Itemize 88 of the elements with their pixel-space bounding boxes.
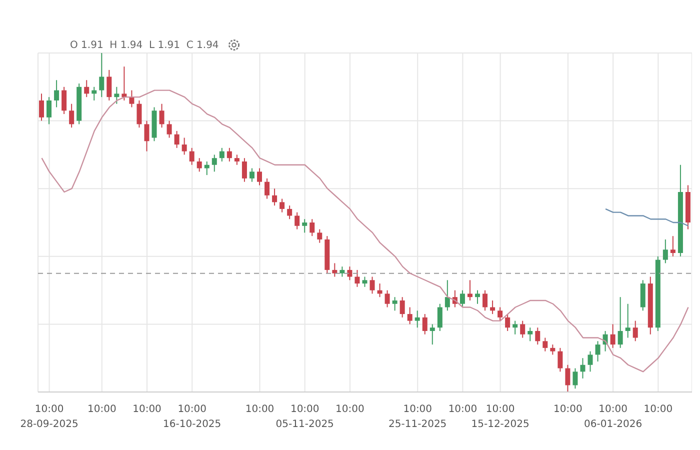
candlestick — [520, 320, 526, 338]
x-tick-label: 10:00 — [448, 404, 478, 415]
candlestick — [407, 306, 412, 325]
candlestick — [39, 93, 44, 122]
candlestick — [264, 178, 270, 200]
candlestick — [219, 147, 224, 162]
x-tick-label: 10:00 — [87, 404, 116, 415]
candlestick — [84, 80, 90, 98]
candlestick — [272, 188, 278, 206]
candlestick — [69, 103, 74, 128]
candlestick — [234, 154, 240, 166]
candlestick — [528, 327, 533, 342]
candlestick — [467, 280, 472, 301]
candlestick — [632, 320, 638, 342]
candlestick — [640, 280, 646, 312]
candlestick — [347, 266, 352, 281]
candlestick — [625, 303, 630, 338]
candlestick — [512, 320, 518, 335]
x-tick-label: 10:00 — [336, 404, 364, 415]
x-tick-label: 10:00 — [132, 404, 162, 415]
candlestick — [226, 147, 232, 162]
candlestick — [444, 280, 450, 312]
candlestick — [572, 368, 578, 390]
x-tick-label: 10:00 — [554, 404, 582, 415]
candlestick — [482, 290, 488, 312]
candlestick — [610, 324, 616, 348]
candlestick — [588, 350, 593, 372]
candlestick — [166, 120, 172, 138]
x-tick-label: 10:00 06-01-2026 — [584, 404, 642, 430]
candlestick — [498, 306, 503, 322]
candlestick — [430, 324, 435, 346]
x-tick-label: 10:00 28-09-2025 — [20, 404, 78, 430]
candlestick — [144, 120, 150, 152]
candlestick — [294, 212, 300, 230]
candlestick — [558, 347, 563, 372]
x-tick-label: 10:00 05-11-2025 — [276, 404, 334, 430]
candlestick — [670, 236, 676, 257]
x-tick-label: 10:00 — [644, 404, 673, 415]
candlestick — [505, 314, 510, 332]
text: O 1.91 H 1.94 L 1.91 C 1.94 — [70, 40, 219, 50]
candlestick — [136, 100, 142, 128]
candlestick — [114, 86, 120, 104]
x-tick-label: 10:00 25-11-2025 — [388, 404, 447, 430]
candlestick — [249, 168, 254, 182]
candlestick — [122, 66, 127, 101]
candlestick — [400, 296, 405, 318]
candlestick — [340, 266, 345, 278]
candlestick — [332, 262, 338, 278]
candlestick — [189, 147, 194, 166]
candlestick — [182, 137, 187, 156]
candlestick — [204, 160, 210, 176]
candlestick — [212, 154, 217, 172]
candlestick — [662, 238, 668, 264]
candlestick — [159, 103, 164, 128]
candlestick — [475, 290, 480, 304]
candlestick — [542, 337, 548, 352]
candlestick — [422, 314, 428, 335]
candlestick — [196, 158, 202, 172]
x-tick-label: 10:00 — [245, 404, 274, 415]
candlestick — [310, 218, 315, 237]
candlestick — [550, 344, 556, 356]
candlestick — [257, 168, 262, 186]
candlestick — [106, 69, 112, 101]
candlestick — [414, 310, 420, 328]
candlestick — [580, 358, 586, 379]
candlestick — [354, 269, 360, 288]
candlestick — [242, 158, 247, 182]
candlestick — [437, 303, 442, 332]
candlestick — [280, 198, 285, 213]
x-tick-label: 10:00 16-10-2025 — [163, 404, 222, 430]
candlestick — [362, 276, 368, 288]
candlestick — [460, 290, 465, 308]
candlestick — [370, 276, 375, 294]
candlestick — [595, 340, 600, 362]
candlestick — [618, 296, 623, 348]
candlestick — [287, 205, 292, 220]
candlestick — [565, 364, 570, 392]
candlestick — [54, 80, 60, 108]
candlestick — [46, 96, 52, 125]
candlestick — [129, 90, 134, 108]
candlestick — [302, 218, 308, 234]
candlestick — [317, 228, 322, 244]
candlestick — [99, 53, 104, 98]
candlestick — [62, 86, 67, 115]
candlestick — [384, 290, 390, 308]
candlestick — [174, 130, 180, 148]
candlestick — [535, 327, 540, 346]
candlestick — [392, 296, 398, 312]
